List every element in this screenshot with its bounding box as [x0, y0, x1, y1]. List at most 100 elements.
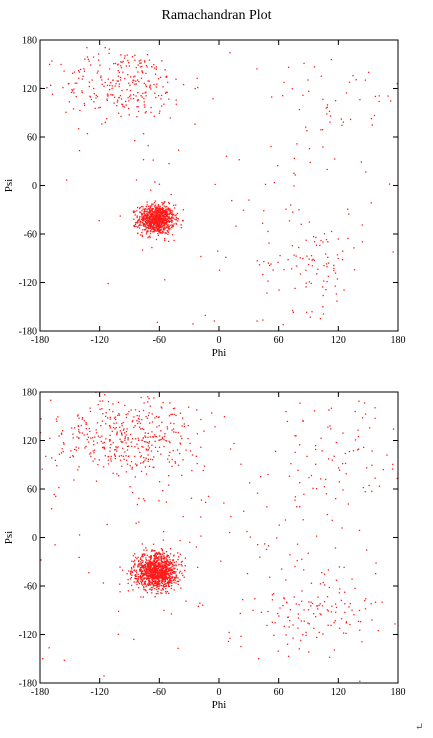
data-point — [167, 572, 169, 575]
data-point — [151, 203, 153, 205]
data-point — [174, 567, 176, 569]
data-point — [142, 219, 144, 222]
data-point — [145, 95, 147, 97]
data-point — [149, 85, 151, 87]
data-point — [164, 279, 166, 281]
data-point — [112, 410, 114, 413]
data-point — [277, 165, 279, 167]
data-point — [149, 207, 151, 209]
data-point — [125, 434, 127, 436]
data-point — [146, 549, 148, 551]
data-point — [282, 95, 284, 97]
data-point — [113, 62, 115, 65]
data-point — [229, 52, 231, 54]
data-point — [147, 577, 149, 579]
data-point — [110, 455, 112, 458]
data-point — [41, 658, 44, 660]
data-point — [307, 79, 309, 81]
data-point — [163, 222, 165, 225]
data-point — [167, 215, 169, 217]
data-point — [114, 454, 116, 456]
data-point — [122, 441, 124, 443]
data-point — [171, 571, 174, 574]
data-point — [163, 224, 165, 227]
data-point — [310, 282, 312, 285]
data-point — [151, 574, 154, 576]
data-point — [164, 578, 167, 581]
data-point — [164, 571, 166, 573]
data-point — [145, 559, 147, 561]
data-point — [155, 228, 157, 230]
data-point — [295, 603, 297, 605]
data-point — [160, 566, 162, 568]
data-point — [144, 466, 147, 468]
data-point — [117, 64, 119, 66]
data-point — [133, 566, 135, 568]
data-point — [149, 218, 151, 220]
data-point — [88, 60, 90, 62]
data-point — [294, 287, 296, 290]
data-point — [161, 436, 164, 439]
data-point — [154, 562, 156, 565]
data-point — [387, 95, 389, 97]
data-point — [308, 601, 310, 603]
data-point — [124, 77, 126, 80]
data-point — [314, 444, 317, 447]
data-point — [160, 217, 162, 219]
data-point — [164, 217, 166, 220]
data-point — [174, 461, 176, 463]
data-point — [153, 115, 155, 117]
data-point — [108, 68, 111, 70]
data-point — [200, 516, 202, 518]
data-point — [223, 502, 225, 504]
data-point — [320, 75, 322, 77]
data-point — [167, 226, 169, 228]
data-point — [161, 421, 163, 423]
data-point — [108, 48, 111, 50]
data-point — [141, 249, 144, 251]
data-point — [150, 569, 152, 571]
data-point — [114, 62, 117, 65]
data-point — [178, 580, 180, 583]
data-point — [167, 230, 169, 232]
data-point — [163, 221, 165, 223]
data-point — [152, 585, 155, 587]
data-point — [306, 130, 308, 132]
data-point — [168, 585, 170, 588]
data-point — [96, 442, 99, 444]
data-point — [192, 323, 194, 325]
data-point — [160, 576, 162, 579]
data-point — [392, 428, 395, 430]
data-point — [165, 226, 167, 228]
data-point — [360, 161, 362, 163]
data-point — [140, 205, 143, 208]
data-point — [145, 208, 147, 210]
data-point — [140, 218, 142, 220]
data-point — [77, 70, 80, 72]
data-point — [308, 90, 310, 93]
data-point — [168, 581, 170, 584]
data-point — [150, 225, 152, 228]
data-point — [161, 213, 163, 216]
data-point — [149, 221, 151, 223]
data-point — [154, 562, 156, 564]
data-point — [146, 208, 148, 211]
data-points — [40, 392, 398, 683]
data-point — [267, 280, 269, 282]
data-point — [163, 572, 165, 574]
data-point — [134, 214, 136, 216]
data-point — [170, 413, 172, 416]
data-point — [139, 206, 141, 209]
data-point — [152, 568, 154, 570]
data-point — [166, 555, 169, 558]
data-point — [153, 562, 155, 565]
data-point — [101, 435, 103, 437]
data-point — [168, 220, 170, 222]
data-point — [169, 571, 172, 574]
data-point — [161, 561, 164, 563]
data-point — [106, 117, 108, 120]
data-point — [101, 79, 103, 81]
data-point — [295, 435, 297, 437]
data-point — [159, 584, 161, 586]
data-point — [126, 573, 128, 575]
